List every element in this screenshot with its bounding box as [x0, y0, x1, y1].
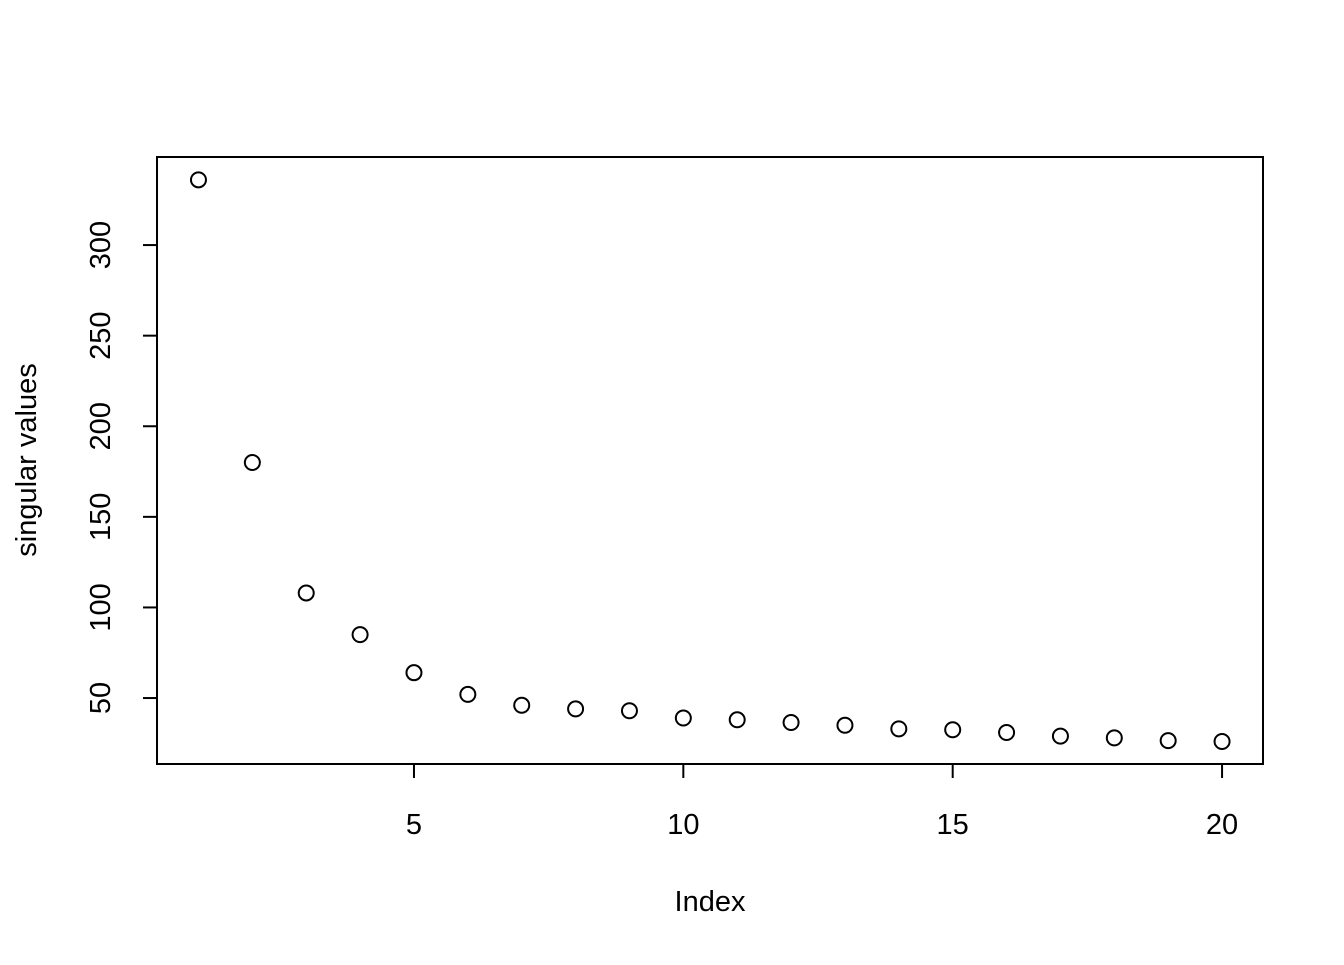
y-tick-label: 200	[85, 402, 117, 450]
point	[836, 716, 854, 734]
point	[351, 626, 369, 644]
y-axis-label: singular values	[11, 363, 43, 556]
point	[405, 664, 423, 682]
point	[243, 453, 261, 471]
x-tick-label: 10	[667, 809, 699, 841]
point	[1051, 727, 1069, 745]
y-tick-label: 150	[85, 493, 117, 541]
point	[620, 702, 638, 720]
point	[998, 723, 1016, 741]
x-tick-label: 5	[406, 809, 422, 841]
y-tick-label: 300	[85, 221, 117, 269]
point	[297, 584, 315, 602]
point	[674, 709, 692, 727]
y-tick-label: 50	[85, 682, 117, 714]
point	[1105, 729, 1123, 747]
point	[513, 696, 531, 714]
x-axis-label: Index	[675, 886, 746, 918]
point	[944, 721, 962, 739]
plot-frame	[156, 156, 1264, 765]
y-tick-label: 100	[85, 583, 117, 631]
point	[189, 171, 207, 189]
point	[890, 720, 908, 738]
point	[728, 711, 746, 729]
x-tick-label: 15	[937, 809, 969, 841]
y-tick-label: 250	[85, 311, 117, 359]
point	[459, 685, 477, 703]
point	[1159, 732, 1177, 750]
point	[782, 714, 800, 732]
x-tick-label: 20	[1206, 809, 1238, 841]
point	[1213, 733, 1231, 751]
point	[567, 700, 585, 718]
